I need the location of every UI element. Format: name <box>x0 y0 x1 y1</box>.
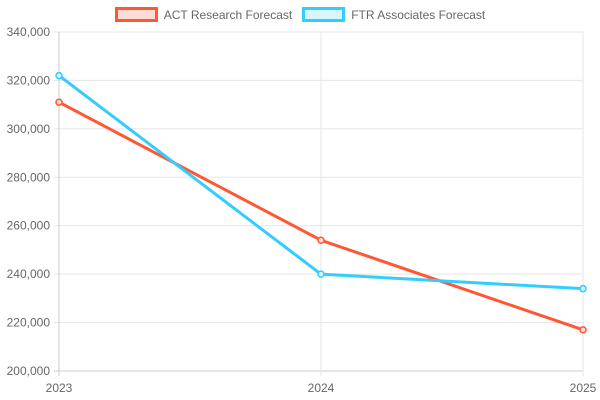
legend-label-ftr: FTR Associates Forecast <box>351 7 486 22</box>
y-tick-label: 320,000 <box>7 73 51 87</box>
y-tick-label: 240,000 <box>7 267 51 281</box>
x-tick-label: 2025 <box>570 381 597 395</box>
legend: ACT Research Forecast FTR Associates For… <box>0 7 600 22</box>
y-tick-label: 300,000 <box>7 122 51 136</box>
y-tick-label: 280,000 <box>7 170 51 184</box>
x-tick-label: 2024 <box>308 381 335 395</box>
y-tick-label: 220,000 <box>7 316 51 330</box>
data-point-0 <box>579 326 587 334</box>
data-point-0 <box>55 98 63 106</box>
data-point-1 <box>579 284 587 293</box>
legend-swatch-ftr <box>302 7 346 22</box>
data-point-1 <box>317 270 325 278</box>
y-tick-label: 340,000 <box>7 25 51 39</box>
legend-item-ftr[interactable]: FTR Associates Forecast <box>302 7 485 22</box>
y-tick-label: 200,000 <box>7 364 51 378</box>
y-tick-label: 260,000 <box>7 219 51 233</box>
x-tick-label: 2023 <box>46 381 73 395</box>
legend-item-act[interactable]: ACT Research Forecast <box>114 7 293 22</box>
data-point-1 <box>55 71 63 80</box>
legend-label-act: ACT Research Forecast <box>163 7 293 22</box>
legend-swatch-act <box>114 7 158 22</box>
data-point-0 <box>317 236 325 244</box>
